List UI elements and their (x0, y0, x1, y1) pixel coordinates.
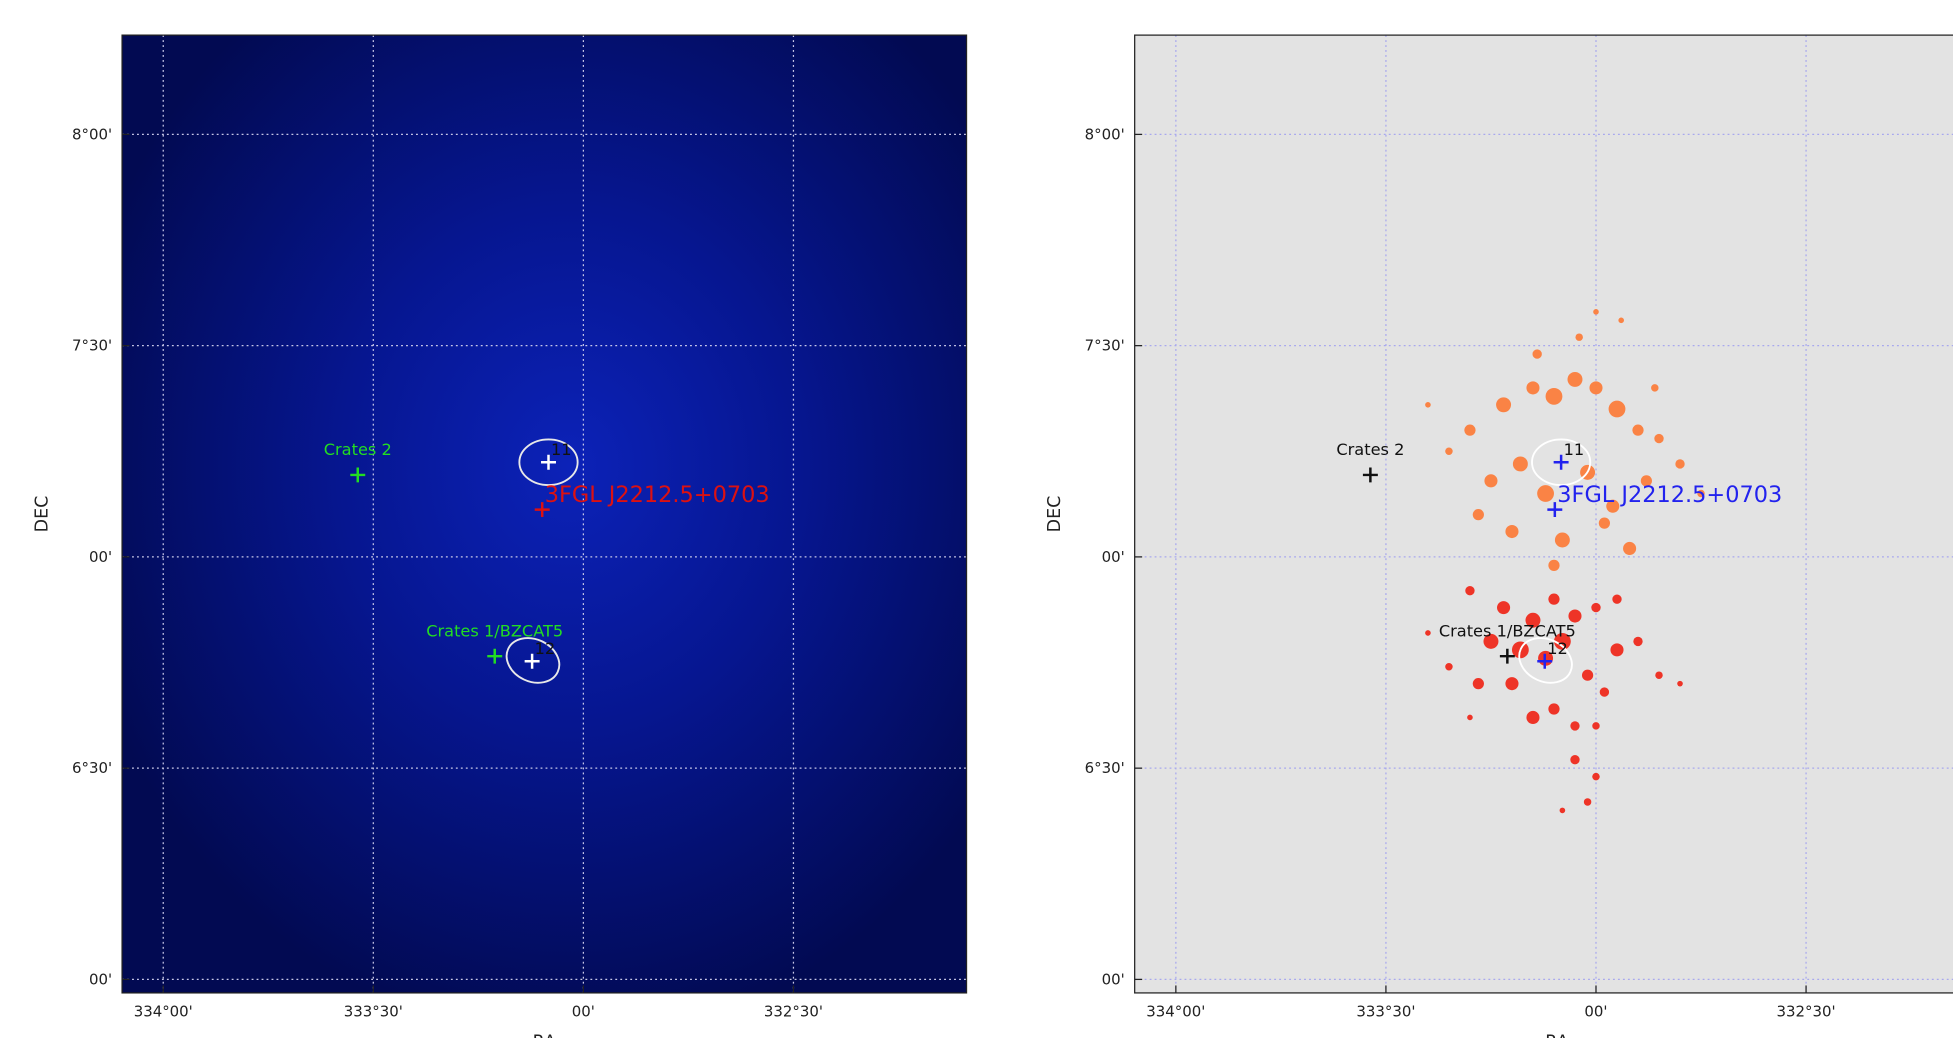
source-label: Crates 1/BZCAT5 (426, 621, 563, 640)
catalog-dot (1496, 397, 1511, 412)
source-label: Crates 2 (1336, 440, 1404, 459)
catalog-dot (1633, 637, 1642, 646)
catalog-dot (1623, 542, 1636, 555)
catalog-dot (1513, 456, 1528, 471)
catalog-dot (1570, 755, 1579, 764)
catalog-dot (1651, 384, 1658, 391)
y-tick-label: 00' (1102, 548, 1125, 566)
catalog-dot (1464, 425, 1475, 436)
catalog-dot (1465, 586, 1474, 595)
y-tick-label: 00' (89, 548, 112, 566)
catalog-dot (1592, 722, 1599, 729)
catalog-dot (1589, 381, 1602, 394)
catalog-dot (1612, 594, 1621, 603)
catalog-dot (1677, 681, 1683, 687)
catalog-dot (1537, 485, 1554, 502)
x-axis-label: RA (1545, 1033, 1568, 1038)
catalog-dot (1593, 309, 1599, 315)
catalog-dot (1560, 808, 1566, 814)
y-axis-label: DEC (32, 496, 52, 533)
y-tick-label: 6°30' (72, 759, 112, 777)
y-tick-label: 00' (89, 970, 112, 988)
y-tick-label: 8°00' (72, 125, 112, 143)
x-tick-label: 00' (572, 1003, 595, 1021)
panel: Crates 2 11 3FGL J2212.5+0703 Crates 1/BZCA… (1045, 35, 1953, 1038)
catalog-dot (1600, 687, 1609, 696)
x-axis-label: RA (533, 1033, 556, 1038)
catalog-dot (1505, 525, 1518, 538)
catalog-dot (1568, 372, 1583, 387)
source-label: Crates 2 (324, 440, 392, 459)
catalog-dot (1632, 425, 1643, 436)
catalog-dot (1575, 333, 1582, 340)
y-tick-label: 00' (1102, 970, 1125, 988)
catalog-dot (1618, 317, 1624, 323)
plot-background (122, 35, 966, 993)
catalog-dot (1591, 603, 1600, 612)
figure: Crates 2 11 3FGL J2212.5+0703 Crates 1/BZCA… (0, 0, 1953, 1038)
y-tick-label: 6°30' (1085, 759, 1125, 777)
page: {"chart_data": [ {"type": "skymap", "xla… (0, 0, 1953, 1038)
catalog-dot (1467, 715, 1473, 721)
catalog-dot (1582, 670, 1593, 681)
source-label: 12 (1547, 639, 1568, 658)
source-label: 12 (535, 639, 556, 658)
catalog-dot (1610, 643, 1623, 656)
panel: Crates 2 11 3FGL J2212.5+0703 Crates 1/BZCA… (32, 35, 966, 1038)
catalog-dot (1548, 594, 1559, 605)
source-label: 11 (1564, 440, 1585, 459)
catalog-dot (1526, 381, 1539, 394)
catalog-dot (1484, 474, 1497, 487)
catalog-dot (1599, 517, 1610, 528)
x-tick-label: 334°00' (1146, 1003, 1205, 1021)
catalog-dot (1654, 434, 1663, 443)
source-label: Crates 1/BZCAT5 (1439, 621, 1576, 640)
catalog-dot (1592, 773, 1599, 780)
catalog-dot (1548, 560, 1559, 571)
plot-background (1135, 35, 1953, 993)
catalog-dot (1425, 630, 1431, 636)
source-label: 3FGL J2212.5+0703 (545, 482, 770, 508)
x-tick-label: 333°30' (1356, 1003, 1415, 1021)
y-tick-label: 8°00' (1085, 125, 1125, 143)
catalog-dot (1533, 349, 1542, 358)
source-label: 3FGL J2212.5+0703 (1557, 482, 1782, 508)
catalog-dot (1584, 798, 1591, 805)
catalog-dot (1555, 533, 1570, 548)
y-tick-label: 7°30' (1085, 337, 1125, 355)
catalog-dot (1445, 663, 1452, 670)
catalog-dot (1526, 711, 1539, 724)
y-axis-label: DEC (1045, 496, 1065, 533)
catalog-dot (1497, 601, 1510, 614)
x-tick-label: 334°00' (134, 1003, 193, 1021)
catalog-dot (1445, 448, 1452, 455)
catalog-dot (1473, 509, 1484, 520)
source-label: 11 (551, 440, 572, 459)
catalog-dot (1570, 721, 1579, 730)
catalog-dot (1609, 401, 1626, 418)
catalog-dot (1675, 459, 1684, 468)
x-tick-label: 333°30' (344, 1003, 403, 1021)
catalog-dot (1505, 677, 1518, 690)
catalog-dot (1425, 402, 1431, 408)
y-tick-label: 7°30' (72, 337, 112, 355)
x-tick-label: 332°30' (764, 1003, 823, 1021)
x-tick-label: 332°30' (1777, 1003, 1836, 1021)
catalog-dot (1548, 703, 1559, 714)
catalog-dot (1655, 671, 1662, 678)
catalog-dot (1546, 388, 1563, 405)
x-tick-label: 00' (1584, 1003, 1607, 1021)
catalog-dot (1473, 678, 1484, 689)
